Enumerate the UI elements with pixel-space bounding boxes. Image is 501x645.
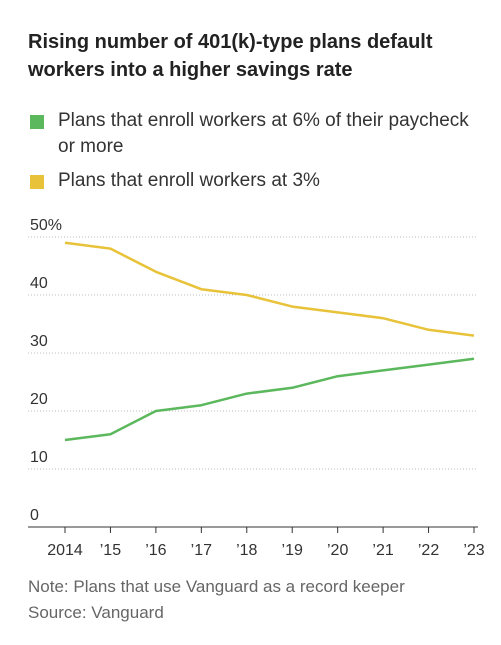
legend-item: Plans that enroll workers at 3% [28, 168, 488, 194]
note: Note: Plans that use Vanguard as a recor… [28, 577, 405, 596]
legend-swatch [30, 175, 44, 189]
x-tick-label: ’16 [145, 542, 166, 559]
x-tick-label: ’22 [418, 542, 439, 559]
y-tick-label: 0 [30, 507, 39, 524]
x-tick-label: ’23 [463, 542, 484, 559]
y-tick-label: 20 [30, 391, 48, 408]
legend-label: Plans that enroll workers at 6% of their… [58, 110, 469, 157]
x-tick-label: ’18 [236, 542, 257, 559]
y-tick-label: 30 [30, 333, 48, 350]
legend-swatch [30, 115, 44, 129]
chart-title: Rising number of 401(k)-type plans defau… [28, 31, 433, 81]
x-tick-label: ’20 [327, 542, 348, 559]
x-tick-label: ’15 [100, 542, 121, 559]
source: Source: Vanguard [28, 603, 164, 622]
x-tick-label: 2014 [47, 542, 83, 559]
notes: Note: Plans that use Vanguard as a recor… [28, 574, 405, 626]
series-line [64, 241, 475, 337]
y-tick-label: 50% [30, 217, 62, 234]
x-tick-label: ’19 [282, 542, 303, 559]
legend-label: Plans that enroll workers at 3% [58, 170, 320, 191]
x-tick-label: ’17 [191, 542, 212, 559]
x-tick-label: ’21 [372, 542, 393, 559]
y-tick-label: 40 [30, 275, 48, 292]
y-tick-label: 10 [30, 449, 48, 466]
series-line [64, 357, 475, 442]
legend: Plans that enroll workers at 6% of their… [28, 108, 488, 202]
legend-item: Plans that enroll workers at 6% of their… [28, 108, 488, 160]
